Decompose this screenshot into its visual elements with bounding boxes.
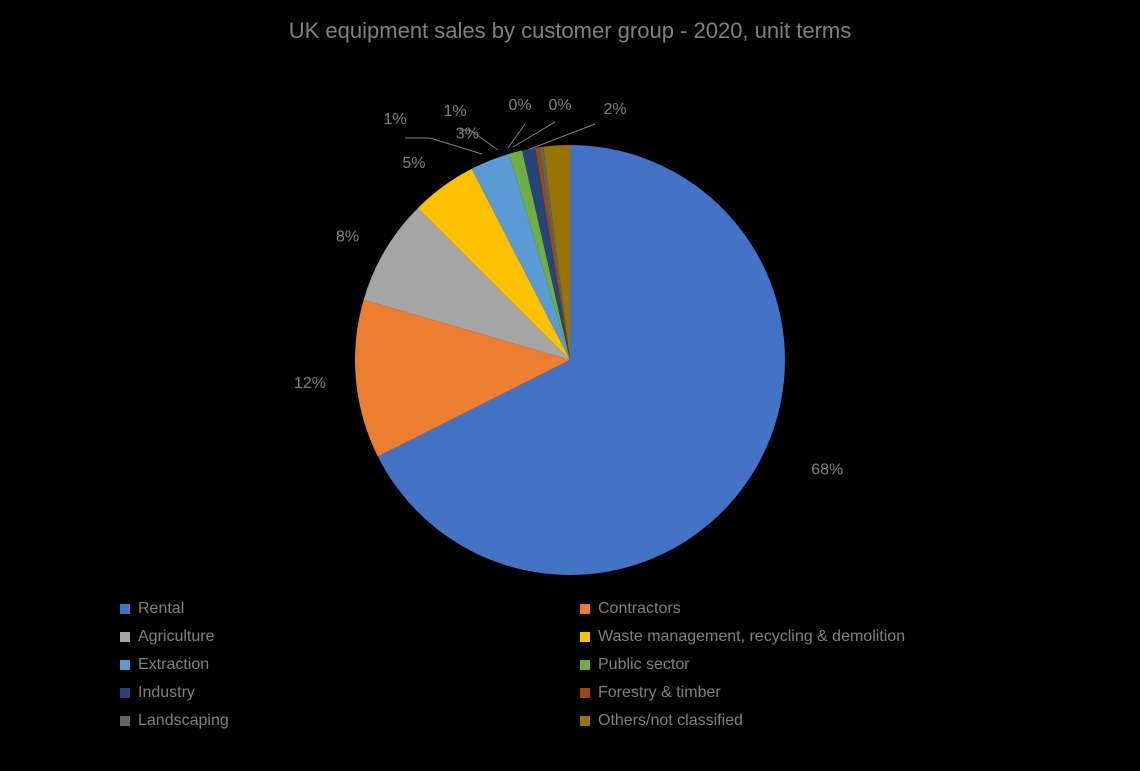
legend-label: Public sector bbox=[598, 656, 690, 674]
leader-line bbox=[513, 122, 555, 147]
slice-label: 0% bbox=[508, 97, 531, 114]
chart-container: UK equipment sales by customer group - 2… bbox=[0, 0, 1140, 771]
legend-label: Landscaping bbox=[138, 712, 229, 730]
legend-label: Industry bbox=[138, 684, 195, 702]
legend-item: Others/not classified bbox=[580, 712, 1020, 730]
slice-label: 3% bbox=[456, 126, 479, 143]
slice-label: 12% bbox=[294, 375, 326, 392]
legend-swatch bbox=[120, 604, 130, 614]
legend-swatch bbox=[580, 688, 590, 698]
legend-swatch bbox=[580, 604, 590, 614]
legend-label: Waste management, recycling & demolition bbox=[598, 628, 905, 646]
legend-swatch bbox=[580, 716, 590, 726]
legend-label: Forestry & timber bbox=[598, 684, 721, 702]
legend-item: Landscaping bbox=[120, 712, 560, 730]
slice-label: 1% bbox=[383, 111, 406, 128]
legend-swatch bbox=[120, 632, 130, 642]
legend-item: Public sector bbox=[580, 656, 1020, 674]
slice-label: 0% bbox=[548, 97, 571, 114]
legend-item: Waste management, recycling & demolition bbox=[580, 628, 1020, 646]
legend-label: Rental bbox=[138, 600, 184, 618]
legend-swatch bbox=[120, 688, 130, 698]
legend-swatch bbox=[580, 632, 590, 642]
legend-swatch bbox=[120, 660, 130, 670]
slice-label: 5% bbox=[402, 155, 425, 172]
slice-label: 1% bbox=[443, 103, 466, 120]
legend-item: Agriculture bbox=[120, 628, 560, 646]
chart-title: UK equipment sales by customer group - 2… bbox=[0, 18, 1140, 44]
legend-item: Industry bbox=[120, 684, 560, 702]
slice-label: 8% bbox=[336, 228, 359, 245]
legend-item: Forestry & timber bbox=[580, 684, 1020, 702]
legend-label: Agriculture bbox=[138, 628, 214, 646]
legend-label: Contractors bbox=[598, 600, 681, 618]
legend-item: Rental bbox=[120, 600, 560, 618]
legend-label: Extraction bbox=[138, 656, 209, 674]
slice-label: 2% bbox=[603, 101, 626, 118]
legend-item: Contractors bbox=[580, 600, 1020, 618]
legend-swatch bbox=[120, 716, 130, 726]
legend: Rental Contractors Agriculture Waste manage… bbox=[120, 600, 1020, 730]
legend-label: Others/not classified bbox=[598, 712, 743, 730]
legend-item: Extraction bbox=[120, 656, 560, 674]
slice-label: 68% bbox=[811, 462, 843, 479]
chart-area: 68% 12% 8% 5% 3% 1% 1% 0% 0% 2% bbox=[0, 80, 1140, 590]
legend-swatch bbox=[580, 660, 590, 670]
pie-chart: 68% 12% 8% 5% 3% 1% 1% 0% 0% 2% bbox=[0, 80, 1140, 590]
